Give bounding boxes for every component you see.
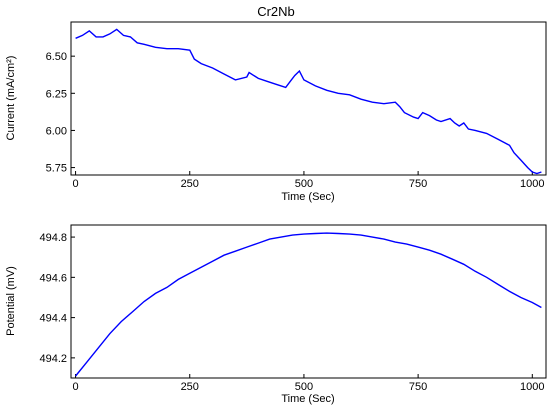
current-y-axis-label: Current (mA/cm²) bbox=[5, 56, 17, 141]
potential-y-ticks: 494.2 494.4 494.6 494.8 bbox=[39, 232, 75, 365]
potential-x-tick-label: 500 bbox=[295, 381, 313, 393]
current-x-ticks: 0 250 500 750 1000 bbox=[73, 171, 545, 190]
current-x-tick-label: 0 bbox=[73, 178, 79, 190]
potential-x-ticks: 0 250 500 750 1000 bbox=[73, 374, 545, 393]
potential-y-tick-label: 494.6 bbox=[39, 272, 67, 284]
current-y-tick-label: 6.50 bbox=[46, 51, 67, 63]
current-series-line bbox=[75, 28, 542, 175]
current-plot-frame bbox=[70, 21, 547, 176]
potential-y-tick-label: 494.4 bbox=[39, 313, 67, 325]
current-x-tick-label: 500 bbox=[295, 178, 313, 190]
current-y-tick-label: 6.25 bbox=[46, 88, 67, 100]
potential-x-tick-label: 1000 bbox=[520, 381, 544, 393]
current-panel: 0 250 500 750 1000 5.75 6.00 6.25 6.50 Time (Se… bbox=[5, 21, 547, 203]
potential-plot-frame bbox=[70, 224, 547, 379]
potential-panel: 0 250 500 750 1000 494.2 494.4 494.6 494.8 Time… bbox=[5, 224, 547, 405]
potential-y-tick-label: 494.2 bbox=[39, 353, 67, 365]
current-y-tick-label: 5.75 bbox=[46, 163, 67, 175]
current-y-tick-label: 6.00 bbox=[46, 125, 67, 137]
potential-x-tick-label: 250 bbox=[181, 381, 199, 393]
potential-y-axis-label: Potential (mV) bbox=[5, 266, 17, 336]
current-x-tick-label: 1000 bbox=[520, 178, 544, 190]
current-x-tick-label: 250 bbox=[181, 178, 199, 190]
current-y-ticks: 5.75 6.00 6.25 6.50 bbox=[46, 51, 75, 175]
potential-x-axis-label: Time (Sec) bbox=[281, 393, 334, 405]
chart-title: Cr2Nb bbox=[257, 4, 295, 19]
potential-y-tick-label: 494.8 bbox=[39, 232, 67, 244]
potential-series-line bbox=[75, 232, 542, 377]
current-x-axis-label: Time (Sec) bbox=[281, 191, 334, 203]
potential-x-tick-label: 0 bbox=[73, 381, 79, 393]
current-x-tick-label: 750 bbox=[409, 178, 427, 190]
potential-x-tick-label: 750 bbox=[409, 381, 427, 393]
